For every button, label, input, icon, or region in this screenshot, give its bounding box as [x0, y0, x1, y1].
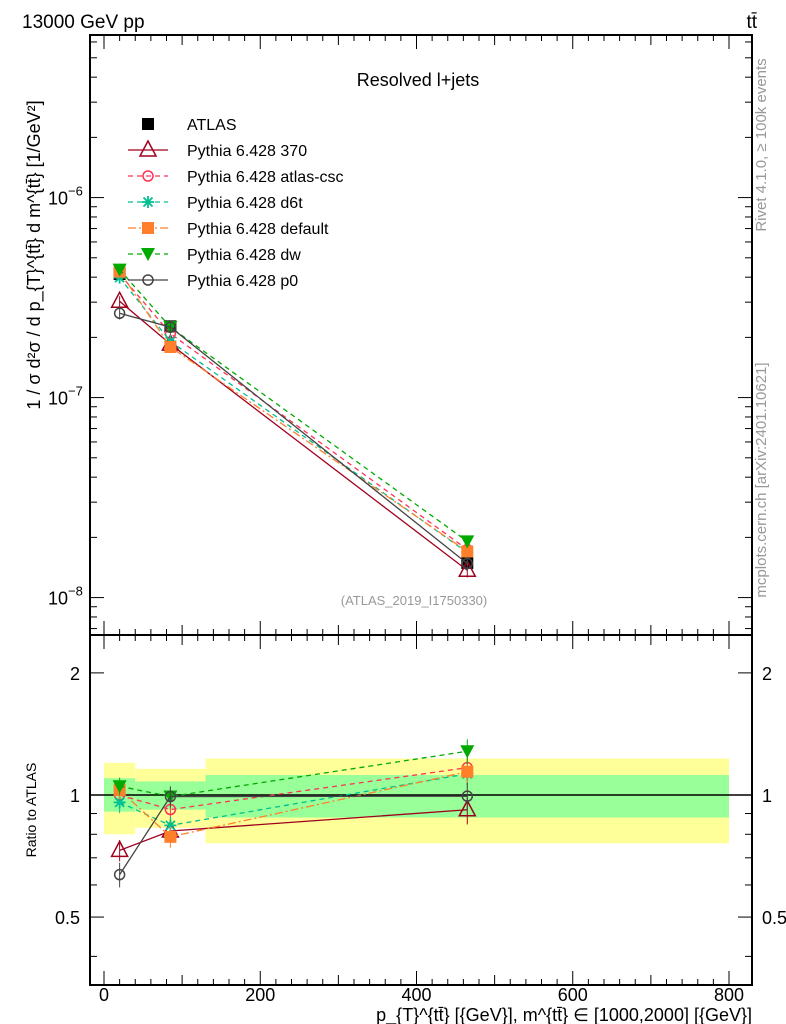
legend-label: Pythia 6.428 default — [187, 221, 329, 238]
legend-label: Pythia 6.428 atlas-csc — [187, 169, 344, 186]
ratio-series-line — [119, 750, 468, 798]
data-point — [460, 535, 475, 549]
data-point — [164, 321, 177, 333]
x-tick-label: 800 — [714, 985, 744, 1005]
ratio-series-line — [119, 767, 468, 811]
ratio-point — [164, 790, 177, 803]
legend-label: Pythia 6.428 dw — [187, 247, 301, 264]
rivet-label: Rivet 4.1.0, ≥ 100k events — [753, 58, 770, 231]
header-right: tt̄ — [746, 12, 757, 33]
plot-title: Resolved l+jets — [357, 70, 480, 90]
ratio-tick-label-right: 0.5 — [762, 908, 786, 928]
x-tick-label: 0 — [99, 985, 109, 1005]
data-point — [461, 545, 474, 558]
y-tick-label: 10−7 — [48, 384, 83, 409]
ratio-point — [458, 799, 477, 817]
data-point — [113, 271, 126, 284]
x-tick-label: 400 — [401, 985, 431, 1005]
ratio-point — [461, 790, 474, 802]
y-tick-label: 10−6 — [48, 184, 83, 209]
y-tick-label: 10−8 — [48, 584, 83, 609]
legend-marker — [142, 118, 154, 130]
main-ylabel: 1 / σ d²σ / d p_{T}^{tt̄} d m^{tt̄} [1/G… — [24, 100, 45, 409]
data-point — [113, 307, 126, 320]
legend-marker — [142, 274, 154, 286]
ratio-point — [164, 819, 177, 832]
ratio-point — [460, 745, 475, 759]
ratio-tick-label-right: 1 — [762, 786, 772, 806]
data-point — [461, 557, 474, 570]
legend-marker — [142, 196, 154, 208]
ratio-point — [112, 780, 127, 794]
ratio-point — [164, 830, 177, 843]
legend-marker — [142, 222, 154, 234]
x-tick-label: 600 — [558, 985, 588, 1005]
series-line — [119, 273, 468, 550]
ratio-tick-label-right: 2 — [762, 664, 772, 684]
xlabel: p_{T}^{tt̄} [{GeV}], m^{tt̄} ∈ [1000,200… — [376, 1005, 752, 1024]
ratio-tick-label: 2 — [70, 664, 80, 684]
data-point — [164, 341, 177, 354]
ratio-point — [110, 839, 129, 858]
legend-marker — [138, 139, 158, 157]
header-left: 13000 GeV pp — [22, 12, 145, 33]
analysis-label: (ATLAS_2019_I1750330) — [341, 593, 487, 608]
x-tick-label: 200 — [245, 985, 275, 1005]
ratio-ylabel: Ratio to ATLAS — [23, 763, 39, 858]
ratio-point — [461, 765, 474, 778]
data-point — [458, 559, 477, 577]
legend-label: ATLAS — [187, 117, 237, 134]
data-point — [112, 263, 127, 277]
ratio-tick-label: 1 — [70, 786, 80, 806]
legend-marker — [142, 170, 154, 182]
ratio-frame — [89, 634, 753, 986]
legend-label: Pythia 6.428 370 — [187, 143, 307, 160]
mcplots-label: mcplots.cern.ch [arXiv:2401.10621] — [753, 362, 770, 597]
series-line — [119, 271, 468, 553]
series-line — [119, 269, 468, 542]
legend-label: Pythia 6.428 d6t — [187, 195, 303, 212]
legend-label: Pythia 6.428 p0 — [187, 273, 298, 290]
legend-marker — [141, 248, 155, 261]
ratio-point — [113, 796, 126, 809]
ratio-point — [113, 868, 126, 881]
ratio-tick-label: 0.5 — [55, 908, 80, 928]
data-point — [110, 290, 129, 309]
